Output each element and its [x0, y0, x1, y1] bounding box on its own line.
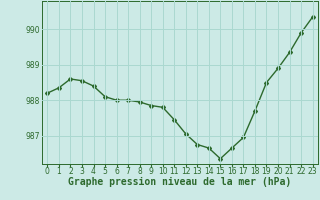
X-axis label: Graphe pression niveau de la mer (hPa): Graphe pression niveau de la mer (hPa)	[68, 177, 292, 187]
